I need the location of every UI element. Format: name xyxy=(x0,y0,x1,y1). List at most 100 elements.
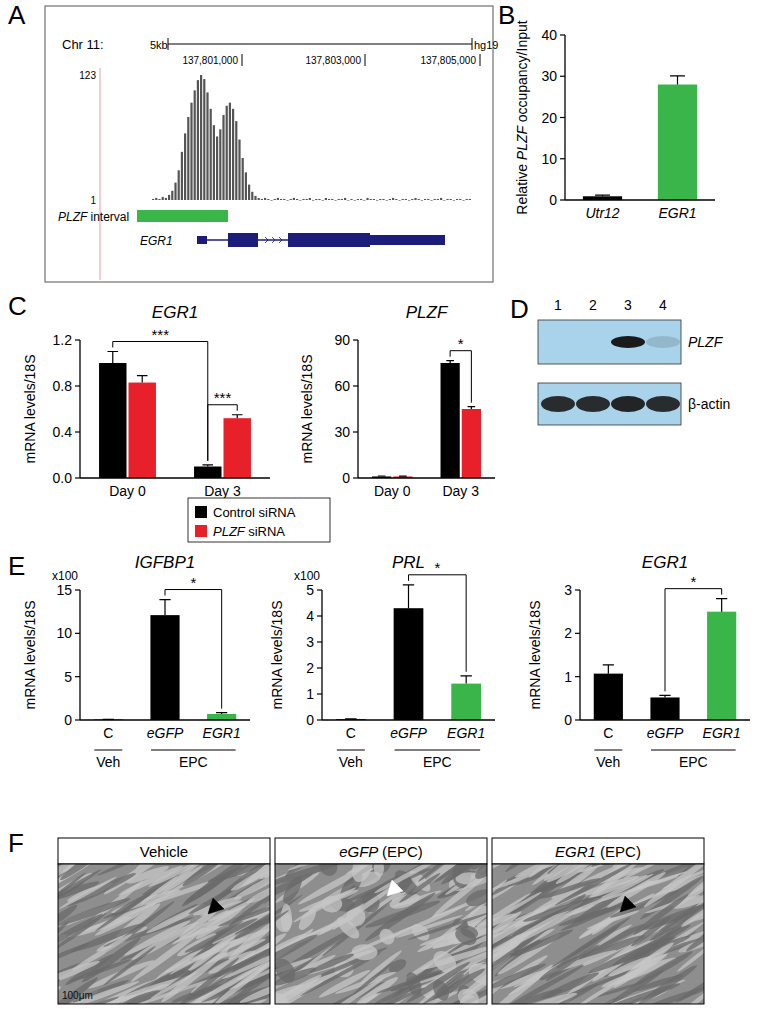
signal-bar xyxy=(334,200,336,202)
y-axis xyxy=(79,590,80,720)
signal-bar xyxy=(213,125,215,200)
bar-chart: 010203040Utr12EGR1Relative PLZF occupanc… xyxy=(514,20,715,221)
y-tick-label: 90 xyxy=(334,332,350,348)
cell xyxy=(492,961,547,993)
signal-bar xyxy=(174,183,176,200)
group-label: EPC xyxy=(679,754,708,770)
cell xyxy=(348,864,376,885)
cell xyxy=(229,951,270,990)
bar xyxy=(707,612,736,720)
legend-label: Control siRNA xyxy=(213,505,296,520)
cell xyxy=(472,864,487,882)
signal-bar xyxy=(206,92,208,200)
signal-bar xyxy=(248,185,250,200)
genome-track: Chr 11:5kbhg19137,801,000137,803,000137,… xyxy=(45,6,498,282)
cell xyxy=(636,963,699,1004)
category-label: eGFP xyxy=(390,725,427,741)
micrograph xyxy=(492,864,704,1004)
blot-strip xyxy=(538,320,681,364)
category-label: eGFP xyxy=(147,725,184,741)
significance-bracket xyxy=(409,575,467,672)
signal-bar xyxy=(293,198,295,200)
bar xyxy=(658,85,697,201)
cell xyxy=(464,886,487,910)
image-title: Vehicle xyxy=(140,843,188,860)
cell xyxy=(240,864,270,889)
y-tick xyxy=(353,477,358,478)
signal-bar xyxy=(315,199,317,200)
bar xyxy=(650,697,679,720)
signal-bar xyxy=(152,199,154,200)
signal-bar xyxy=(379,199,381,200)
category-label: Day 3 xyxy=(204,483,241,499)
y-tick xyxy=(75,633,80,634)
signal-bar xyxy=(251,192,253,200)
cell xyxy=(169,929,247,976)
blot-label: PLZF xyxy=(688,334,724,350)
marks xyxy=(94,600,237,720)
signal-bar xyxy=(347,200,349,202)
signal-bar xyxy=(194,90,196,200)
cell xyxy=(614,940,676,988)
significance-bracket xyxy=(113,342,208,461)
cell xyxy=(631,892,690,937)
category-label: Day 3 xyxy=(442,483,479,499)
signal-bar xyxy=(283,199,285,200)
signal-bar xyxy=(338,199,340,200)
y-axis-label: mRNA levels/18S xyxy=(527,601,543,710)
track-max: 123 xyxy=(79,70,96,81)
y-tick xyxy=(560,158,565,159)
gene-utr xyxy=(370,235,445,245)
chart-title: PLZF xyxy=(406,303,449,322)
category-label: EGR1 xyxy=(658,205,696,221)
figure: ABCDEFChr 11:5kbhg19137,801,000137,803,0… xyxy=(0,0,771,1009)
cell xyxy=(395,914,463,940)
y-tick-label: 0 xyxy=(64,712,72,728)
position-label: 137,805,000 xyxy=(420,55,476,66)
blot-band xyxy=(576,396,610,412)
panel-letter: E xyxy=(8,551,25,581)
signal-bar xyxy=(462,200,464,202)
signal-bar xyxy=(386,200,388,202)
signal-bar xyxy=(331,199,333,200)
error-bar xyxy=(659,695,670,697)
cell xyxy=(511,927,574,959)
cell xyxy=(398,871,442,904)
signal-bar xyxy=(389,199,391,200)
blot-band xyxy=(611,396,645,412)
signal-bar xyxy=(430,200,432,202)
signal xyxy=(152,75,471,201)
cell xyxy=(275,972,324,1004)
signal-bar xyxy=(382,199,384,200)
legend-swatch xyxy=(195,506,207,518)
y-tick-label: 0 xyxy=(342,470,350,486)
y-axis xyxy=(357,340,358,478)
signal-bar xyxy=(274,199,276,200)
cell xyxy=(351,944,378,961)
cell xyxy=(174,956,241,1004)
y-tick xyxy=(75,385,80,386)
y-tick xyxy=(317,641,322,642)
track-frame xyxy=(45,6,493,282)
y-tick-label: 3 xyxy=(564,582,572,598)
signal-bar xyxy=(190,103,192,200)
y-tick-label: 0.4 xyxy=(53,424,73,440)
y-tick xyxy=(317,615,322,616)
marks xyxy=(372,361,481,478)
signal-bar xyxy=(318,199,320,200)
signal-bar xyxy=(405,199,407,200)
group-label: Veh xyxy=(96,754,120,770)
signal-bar xyxy=(290,199,292,200)
signal-bar xyxy=(254,196,256,200)
legend-label: PLZF siRNA xyxy=(213,524,285,539)
blot-band xyxy=(646,336,680,348)
bar xyxy=(150,615,179,720)
significance-label: * xyxy=(190,574,196,591)
bar-chart: 0306090Day 0Day 3mRNA levels/18SPLZF* xyxy=(299,303,495,499)
cell xyxy=(308,951,355,975)
signal-bar xyxy=(453,200,455,202)
y-tick-label: 1 xyxy=(306,686,314,702)
image-title: eGFP (EPC) xyxy=(339,843,423,860)
cell xyxy=(373,864,384,877)
micrograph xyxy=(275,864,487,1004)
